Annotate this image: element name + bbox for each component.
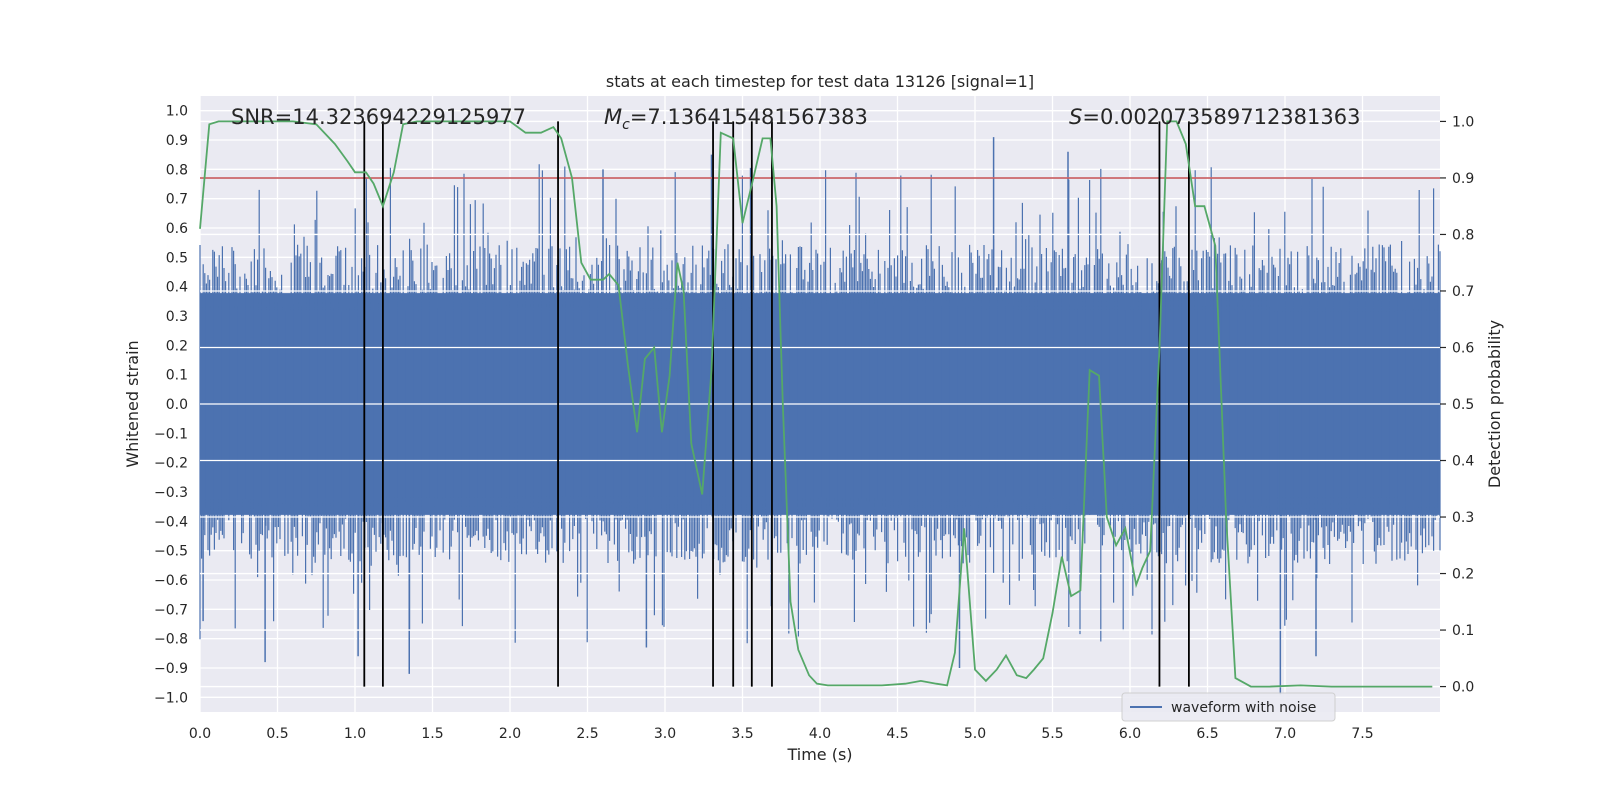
- y-right-tick-label-1: 0.9: [1452, 171, 1474, 187]
- chirp-mass-value: =7.136415481567383: [630, 105, 868, 129]
- chart-title: stats at each timestep for test data 131…: [606, 72, 1034, 91]
- y-left-tick-label-17: −0.7: [154, 602, 188, 618]
- y-left-tick-label-3: 0.7: [166, 192, 188, 208]
- legend-label: waveform with noise: [1171, 700, 1316, 716]
- x-tick-label-7: 3.5: [731, 726, 753, 742]
- y-left-tick-label-15: −0.5: [154, 544, 188, 560]
- x-axis-ticks: 0.0 0.5 1.0 1.5 2.0 2.5 3.0 3.5 4.0 4.5 5.0 5.5 6.0 6…: [189, 726, 1374, 742]
- y-left-tick-label-8: 0.2: [166, 338, 188, 354]
- y-left-axis-label: Whitened strain: [123, 340, 142, 467]
- y-left-tick-label-13: −0.3: [154, 485, 188, 501]
- detection-probability-line: [199, 120, 1433, 688]
- y-right-tick-label-7: 0.3: [1452, 510, 1474, 526]
- y-left-tick-label-4: 0.6: [166, 221, 188, 237]
- y-right-tick-label-10: 0.0: [1452, 680, 1474, 696]
- detection-probability-series: [199, 120, 1433, 688]
- x-tick-label-10: 5.0: [964, 726, 986, 742]
- y-left-tick-label-16: −0.6: [154, 573, 188, 589]
- y-right-axis-ticks: 1.0 0.9 0.8 0.7 0.6 0.5 0.4 0.3 0.2 0.1 0.0: [1440, 114, 1474, 696]
- s-annotation: S=0.002073589712381363: [1069, 105, 1360, 129]
- y-right-tick-label-8: 0.2: [1452, 567, 1474, 583]
- y-right-tick-label-3: 0.7: [1452, 284, 1474, 300]
- x-tick-label-1: 0.5: [266, 726, 288, 742]
- y-right-tick-label-4: 0.6: [1452, 340, 1474, 356]
- chirp-mass-subscript: c: [622, 117, 630, 133]
- y-left-tick-label-20: −1.0: [154, 690, 188, 706]
- x-tick-label-5: 2.5: [576, 726, 598, 742]
- right-axis-horizontal-lines: [200, 120, 1440, 688]
- x-axis-label: Time (s): [786, 745, 852, 764]
- y-right-tick-label-5: 0.5: [1452, 397, 1474, 413]
- x-tick-label-13: 6.5: [1196, 726, 1218, 742]
- x-tick-label-14: 7.0: [1274, 726, 1296, 742]
- y-right-tick-label-0: 1.0: [1452, 114, 1474, 130]
- x-tick-label-8: 4.0: [809, 726, 831, 742]
- x-tick-label-4: 2.0: [499, 726, 521, 742]
- legend: waveform with noise: [1121, 692, 1336, 722]
- y-left-tick-label-14: −0.4: [154, 514, 188, 530]
- s-symbol: S: [1069, 105, 1082, 129]
- y-right-axis-label: Detection probability: [1485, 320, 1504, 488]
- y-left-tick-label-11: −0.1: [154, 426, 188, 442]
- y-left-tick-label-18: −0.8: [154, 632, 188, 648]
- y-left-tick-label-9: 0.1: [166, 368, 188, 384]
- y-left-tick-label-2: 0.8: [166, 162, 188, 178]
- chirp-mass-annotation: Mc=7.136415481567383: [604, 105, 868, 133]
- x-tick-label-15: 7.5: [1351, 726, 1373, 742]
- y-left-tick-label-5: 0.5: [166, 250, 188, 266]
- x-tick-label-6: 3.0: [654, 726, 676, 742]
- x-tick-label-11: 5.5: [1041, 726, 1063, 742]
- x-tick-label-2: 1.0: [344, 726, 366, 742]
- y-right-tick-label-9: 0.1: [1452, 623, 1474, 639]
- y-left-tick-label-0: 1.0: [166, 104, 188, 120]
- y-left-tick-label-7: 0.3: [166, 309, 188, 325]
- y-left-tick-label-6: 0.4: [166, 280, 188, 296]
- y-left-tick-label-10: 0.0: [166, 397, 188, 413]
- x-tick-label-12: 6.0: [1119, 726, 1141, 742]
- chirp-mass-symbol: M: [604, 105, 622, 129]
- y-left-tick-label-1: 0.9: [166, 133, 188, 149]
- x-tick-label-0: 0.0: [189, 726, 211, 742]
- s-value: =0.002073589712381363: [1082, 105, 1360, 129]
- snr-annotation: SNR=14.323694229125977: [231, 105, 526, 129]
- vertical-marker-lines: [363, 121, 1190, 687]
- y-left-axis-ticks: 1.0 0.9 0.8 0.7 0.6 0.5 0.4 0.3 0.2 0.1 0.0 −0.1 −0.…: [154, 104, 188, 707]
- x-tick-label-9: 4.5: [886, 726, 908, 742]
- legend-box: [1121, 692, 1336, 722]
- y-right-tick-label-2: 0.8: [1452, 227, 1474, 243]
- x-tick-label-3: 1.5: [421, 726, 443, 742]
- y-left-tick-label-19: −0.9: [154, 661, 188, 677]
- y-right-tick-label-6: 0.4: [1452, 454, 1474, 470]
- y-left-tick-label-12: −0.2: [154, 456, 188, 472]
